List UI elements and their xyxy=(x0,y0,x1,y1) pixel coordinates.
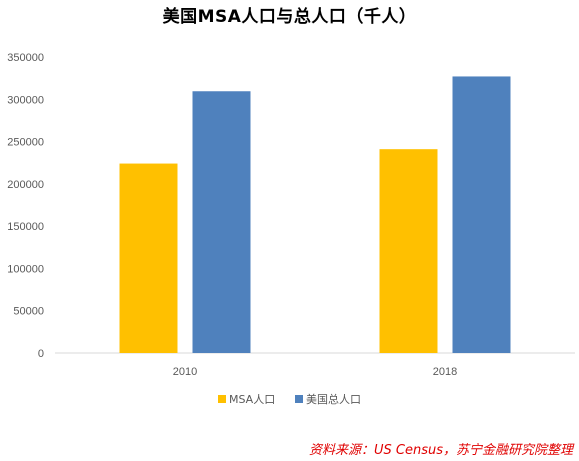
x-tick-label: 2010 xyxy=(173,366,197,378)
y-tick-label: 350000 xyxy=(7,52,44,64)
legend: MSA人口 美国总人口 xyxy=(218,392,361,406)
bar-2010-0 xyxy=(119,163,178,353)
bar-2018-1 xyxy=(452,76,511,354)
y-tick-label: 50000 xyxy=(13,306,44,318)
y-tick-label: 100000 xyxy=(7,263,44,275)
chart-title: 美国MSA人口与总人口（千人） xyxy=(162,7,417,27)
bar-2018-0 xyxy=(379,149,438,353)
y-tick-label: 150000 xyxy=(7,221,44,233)
legend-label: 美国总人口 xyxy=(306,392,361,406)
legend-label: MSA人口 xyxy=(229,393,275,406)
bar-2010-1 xyxy=(192,91,251,353)
source-note: 资料来源：US Census，苏宁金融研究院整理 xyxy=(309,443,573,458)
y-axis-ticks: 0 50000 100000 150000 200000 250000 300000 3500… xyxy=(7,52,44,360)
y-tick-label: 200000 xyxy=(7,179,44,191)
legend-swatch xyxy=(218,395,226,403)
y-tick-label: 300000 xyxy=(7,94,44,106)
legend-swatch xyxy=(295,395,303,403)
y-tick-label: 0 xyxy=(38,348,44,360)
y-tick-label: 250000 xyxy=(7,137,44,149)
x-axis-ticks: 2010 2018 xyxy=(173,366,457,378)
bars xyxy=(119,76,511,354)
x-tick-label: 2018 xyxy=(433,366,457,378)
